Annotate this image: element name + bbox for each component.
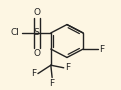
Text: F: F — [31, 69, 36, 78]
Text: F: F — [99, 45, 104, 54]
Text: S: S — [34, 28, 39, 37]
Text: O: O — [33, 8, 40, 17]
Text: F: F — [65, 63, 70, 72]
Text: Cl: Cl — [11, 28, 20, 37]
Text: F: F — [50, 79, 55, 88]
Text: O: O — [33, 49, 40, 58]
